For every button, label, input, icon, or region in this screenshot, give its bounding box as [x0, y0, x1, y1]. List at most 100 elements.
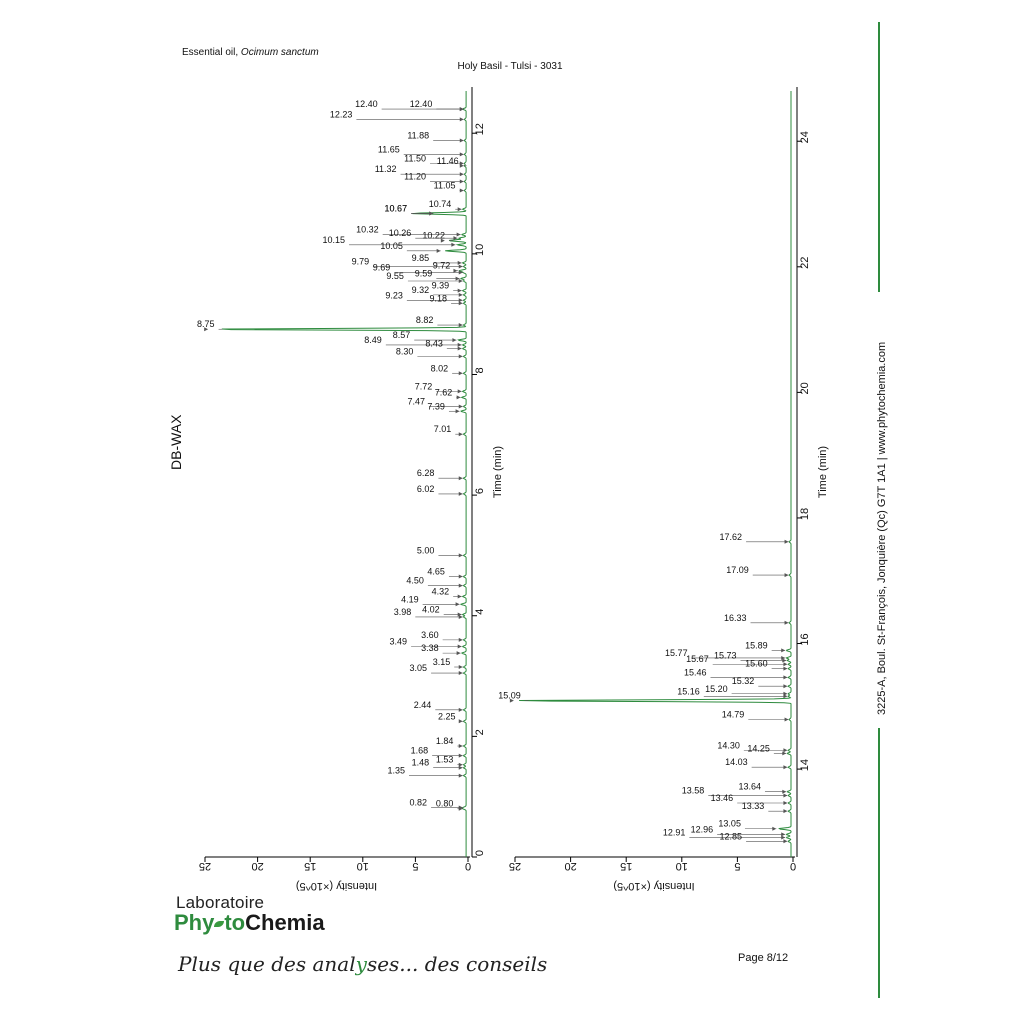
peak-arrowhead: [782, 658, 787, 663]
peak-label: 10.26: [389, 228, 412, 238]
peak-label: 9.32: [412, 285, 430, 295]
leaf-icon: [214, 910, 225, 935]
peak-arrowhead: [782, 751, 787, 756]
intensity-axis-label: Intensity (×10^5): [613, 880, 694, 892]
peak-label: 8.49: [364, 335, 382, 345]
peak-label: 15.09: [498, 691, 521, 701]
peak-arrowhead: [459, 138, 464, 143]
intensity-tick-label: 0: [790, 860, 796, 872]
peak-label: 13.33: [742, 801, 765, 811]
peak-label: 9.39: [432, 281, 450, 291]
time-axis-label: Time (min): [492, 446, 504, 498]
peak-label: 15.20: [705, 684, 728, 694]
tagline-part-a: Plus que des anal: [178, 952, 356, 976]
peak-label: 10.67: [385, 203, 408, 213]
page-number: Page 8/12: [738, 952, 789, 964]
peak-label: 17.62: [720, 532, 743, 542]
peak-arrowhead: [509, 698, 514, 703]
peak-label: 15.60: [745, 659, 768, 669]
accent-rule-bottom: [878, 728, 880, 998]
peak-label: 7.72: [415, 381, 433, 391]
peak-label: 2.44: [414, 700, 432, 710]
peak-label: 1.53: [436, 755, 454, 765]
peak-label: 1.35: [387, 766, 405, 776]
peak-arrowhead: [458, 476, 463, 481]
peak-arrowhead: [457, 346, 462, 351]
peak-label: 2.25: [438, 711, 456, 721]
peak-arrowhead: [783, 684, 788, 689]
peak-arrowhead: [783, 801, 788, 806]
peak-arrowhead: [455, 409, 460, 414]
logo-lab-word: Laboratoire: [176, 893, 265, 912]
peak-arrowhead: [204, 327, 209, 332]
peak-arrowhead: [784, 573, 789, 578]
peak-arrowhead: [457, 207, 462, 212]
peak-arrowhead: [457, 389, 462, 394]
peak-label: 3.05: [410, 663, 428, 673]
intensity-tick-label: 25: [509, 860, 521, 872]
peak-label: 8.57: [393, 330, 411, 340]
peak-arrowhead: [783, 809, 788, 814]
peak-arrowhead: [459, 172, 464, 177]
peak-arrowhead: [458, 665, 463, 670]
peak-arrowhead: [459, 117, 464, 122]
peak-label: 5.00: [417, 545, 435, 555]
peak-label: 9.69: [373, 263, 391, 273]
peak-label: 9.59: [415, 269, 433, 279]
peak-arrowhead: [784, 620, 789, 625]
peak-label: 8.02: [431, 363, 449, 373]
logo-brand-b: to: [224, 910, 246, 935]
peak-label: 15.89: [745, 640, 768, 650]
peak-arrowhead: [458, 292, 463, 297]
peak-label: 4.19: [401, 594, 419, 604]
peak-arrowhead: [459, 107, 464, 112]
peak-arrowhead: [458, 583, 463, 588]
peak-label: 10.05: [380, 241, 403, 251]
peak-arrowhead: [458, 614, 463, 619]
intensity-tick-label: 5: [734, 860, 740, 872]
peak-label: 4.65: [427, 567, 445, 577]
peak-arrowhead: [458, 574, 463, 579]
intensity-tick-label: 15: [620, 860, 632, 872]
peak-label: 3.15: [433, 657, 451, 667]
peak-label: 6.02: [417, 484, 435, 494]
peak-arrowhead: [783, 691, 788, 696]
peak-arrowhead: [458, 806, 463, 811]
time-tick-label: 16: [799, 633, 811, 645]
peak-arrowhead: [457, 644, 462, 649]
peak-arrowhead: [455, 276, 460, 281]
time-tick-label: 4: [474, 609, 486, 615]
peak-arrowhead: [453, 268, 458, 273]
peak-label: 9.55: [386, 271, 404, 281]
document-title: Essential oil, Ocimum sanctum: [182, 47, 319, 58]
intensity-tick-label: 5: [412, 860, 418, 872]
peak-arrowhead: [458, 354, 463, 359]
intensity-tick-label: 20: [251, 860, 263, 872]
peak-label: 1.68: [411, 746, 429, 756]
peak-label: 3.60: [421, 630, 439, 640]
peak-arrowhead: [783, 793, 788, 798]
peak-label: 4.02: [422, 605, 440, 615]
peak-label: 13.64: [738, 782, 761, 792]
peak-arrowhead: [458, 762, 463, 767]
time-tick-label: 2: [474, 729, 486, 735]
peak-label: 3.49: [390, 637, 408, 647]
peak-label: 11.65: [378, 144, 400, 154]
peak-arrowhead: [457, 288, 462, 293]
peak-label: 15.73: [714, 650, 737, 660]
peak-label: 0.80: [436, 799, 454, 809]
peak-label: 16.33: [724, 613, 747, 623]
time-tick-label: 0: [474, 850, 486, 856]
peak-arrowhead: [458, 404, 463, 409]
time-axis-label: Time (min): [817, 446, 829, 498]
tagline: Plus que des analyses... des conseils: [178, 952, 547, 976]
peak-arrowhead: [783, 666, 788, 671]
peak-label: 8.43: [425, 339, 443, 349]
peak-arrowhead: [458, 323, 463, 328]
peak-label: 9.23: [385, 290, 403, 300]
peak-label: 9.72: [433, 261, 451, 271]
peak-label: 14.25: [747, 743, 770, 753]
peak-label: 15.77: [665, 648, 688, 658]
peak-label: 12.96: [691, 824, 714, 834]
